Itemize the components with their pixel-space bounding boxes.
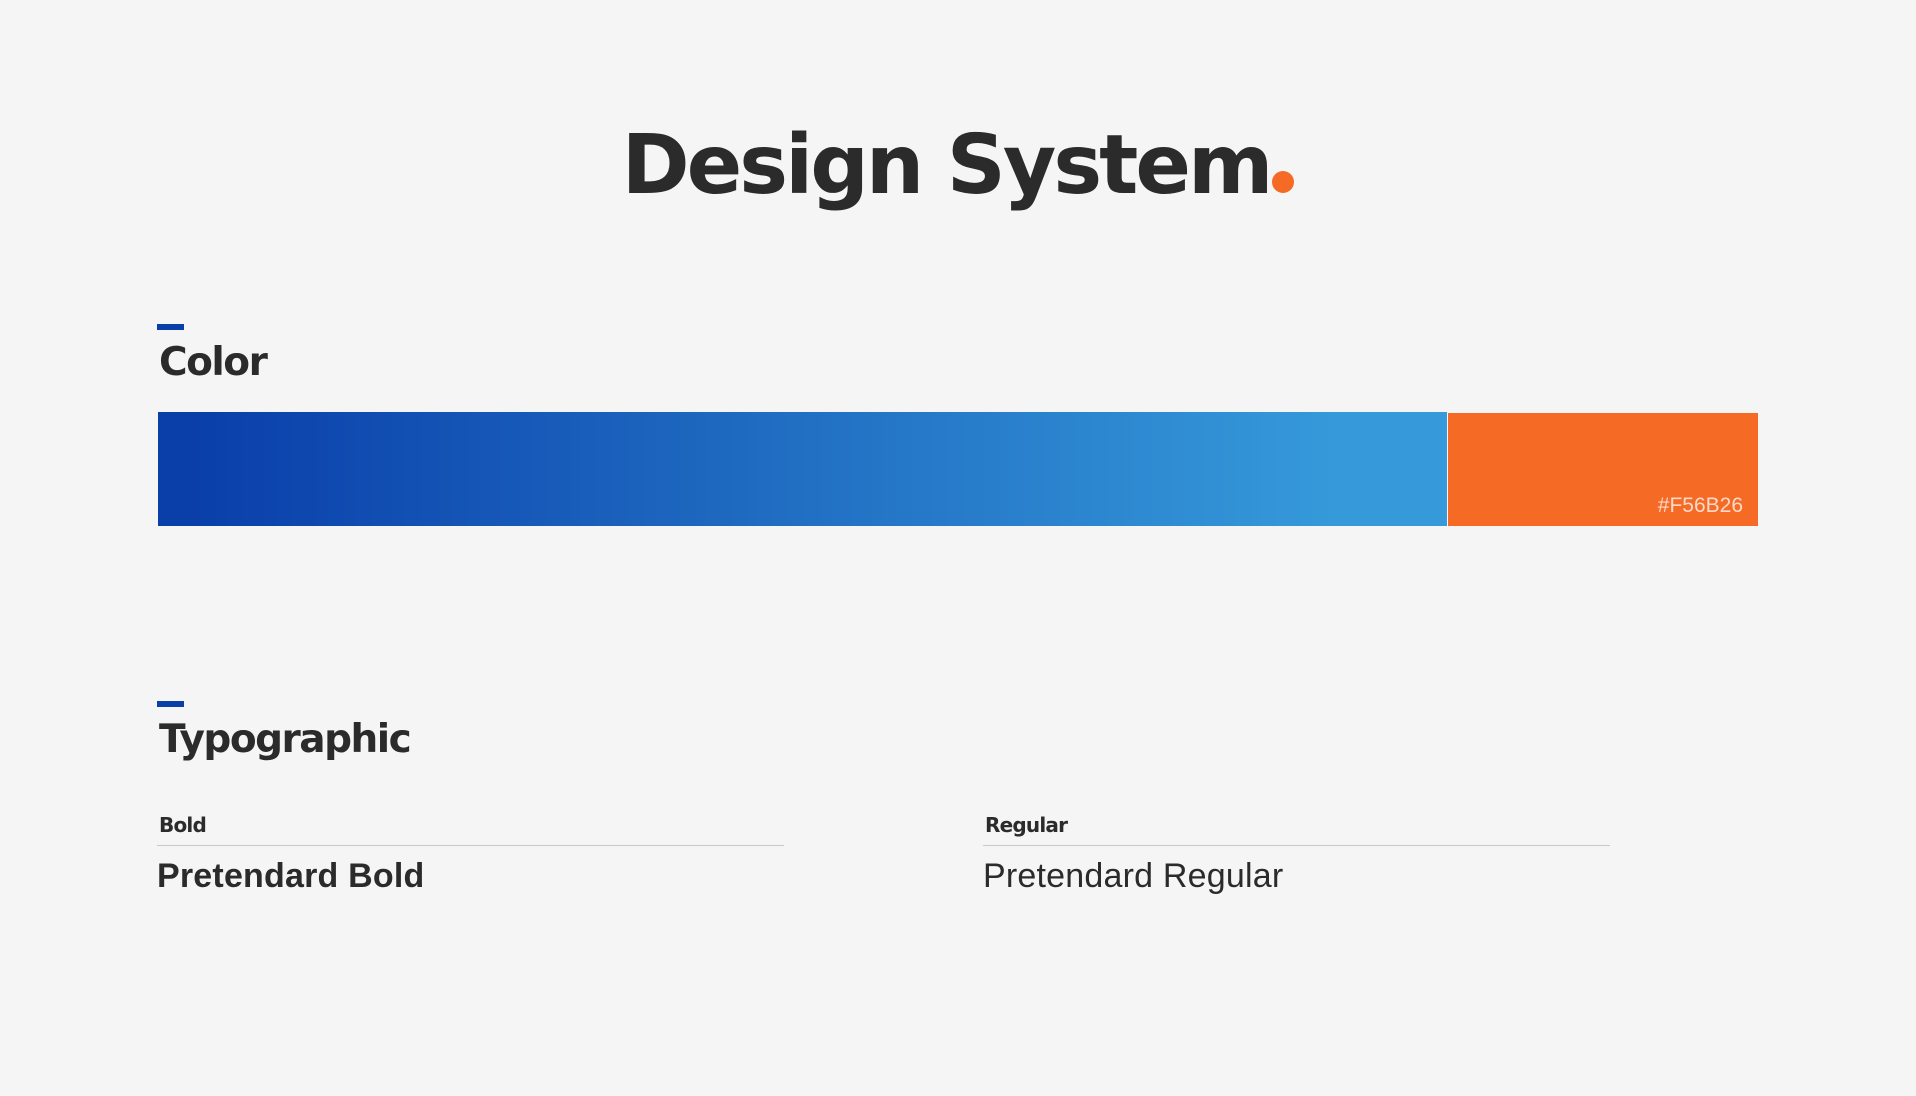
regular-type-sample: Pretendard Regular xyxy=(983,857,1284,895)
gradient-color-swatch xyxy=(158,412,1447,526)
typographic-section-heading: Typographic xyxy=(159,717,412,762)
typographic-section-accent-bar xyxy=(157,701,184,707)
regular-type-label: Regular xyxy=(985,813,1068,837)
title-accent-dot xyxy=(1272,171,1295,193)
color-section-heading: Color xyxy=(159,340,268,385)
page-title-wrapper: Design System xyxy=(0,125,1916,207)
orange-color-swatch: #F56B26 xyxy=(1448,413,1758,526)
bold-type-label: Bold xyxy=(159,813,207,837)
page-title: Design System xyxy=(621,118,1274,213)
bold-type-sample: Pretendard Bold xyxy=(157,857,425,895)
orange-swatch-hex-label: #F56B26 xyxy=(1657,494,1743,517)
regular-type-divider xyxy=(983,845,1610,846)
bold-type-specimen: Bold Pretendard Bold xyxy=(157,815,784,895)
bold-type-divider xyxy=(157,845,784,846)
color-section-accent-bar xyxy=(157,324,184,330)
regular-type-specimen: Regular Pretendard Regular xyxy=(983,815,1610,895)
